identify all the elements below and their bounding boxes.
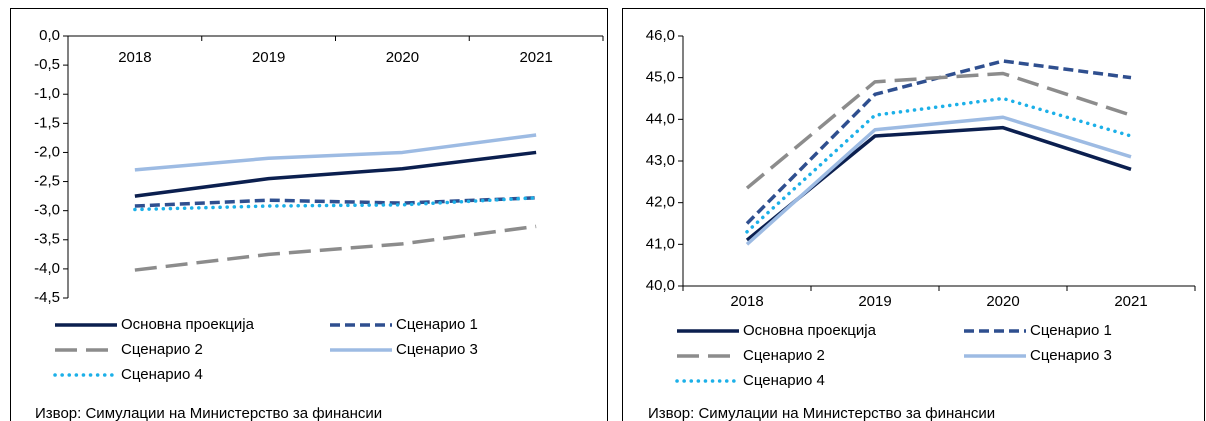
series-line [133,196,538,212]
source-note: Извор: Симулации на Министерство за фина… [35,405,382,421]
x-tick-label: 2021 [1114,293,1147,310]
series-line [745,96,1133,234]
y-tick-label: -1,0 [34,85,60,102]
y-tick-label: 42,0 [646,194,675,211]
legend-label: Сценарио 2 [743,347,825,364]
y-tick-label: 40,0 [646,277,675,294]
y-tick-label: 0,0 [39,27,60,44]
x-tick-label: 2018 [730,293,763,310]
legend-label: Сценарио 4 [121,366,203,383]
legend-label: Сценарио 1 [396,316,478,333]
source-note: Извор: Симулации на Министерство за фина… [648,405,995,421]
y-tick-label: -0,5 [34,56,60,73]
series-line [745,115,1132,246]
y-tick-label: 45,0 [646,69,675,86]
x-tick-label: 2019 [252,49,285,66]
y-tick-label: 41,0 [646,235,675,252]
y-tick-label: -4,5 [34,289,60,306]
legend-label: Основна проекција [121,316,255,333]
panel-frame [10,8,608,421]
series-line [134,150,537,198]
legend-label: Основна проекција [743,322,877,339]
panel-frame [622,8,1205,421]
y-tick-label: -2,0 [34,143,60,160]
legend-label: Сценарио 2 [121,341,203,358]
x-tick-label: 2019 [858,293,891,310]
y-tick-label: 46,0 [646,27,675,44]
y-tick-label: -2,5 [34,173,60,190]
series-line [134,133,537,172]
x-tick-label: 2020 [386,49,419,66]
series-line [745,71,1132,190]
legend-label: Сценарио 3 [1030,347,1112,364]
legend-label: Сценарио 1 [1030,322,1112,339]
series-line [134,224,537,272]
y-tick-label: -4,0 [34,260,60,277]
series-line [745,125,1132,242]
y-tick-label: -1,5 [34,114,60,131]
legend-label: Сценарио 3 [396,341,478,358]
legend-label: Сценарио 4 [743,372,825,389]
y-tick-label: -3,0 [34,202,60,219]
y-tick-label: -3,5 [34,231,60,248]
y-tick-label: 44,0 [646,110,675,127]
y-tick-label: 43,0 [646,152,675,169]
x-tick-label: 2021 [519,49,552,66]
x-tick-label: 2020 [986,293,1019,310]
x-tick-label: 2018 [118,49,151,66]
